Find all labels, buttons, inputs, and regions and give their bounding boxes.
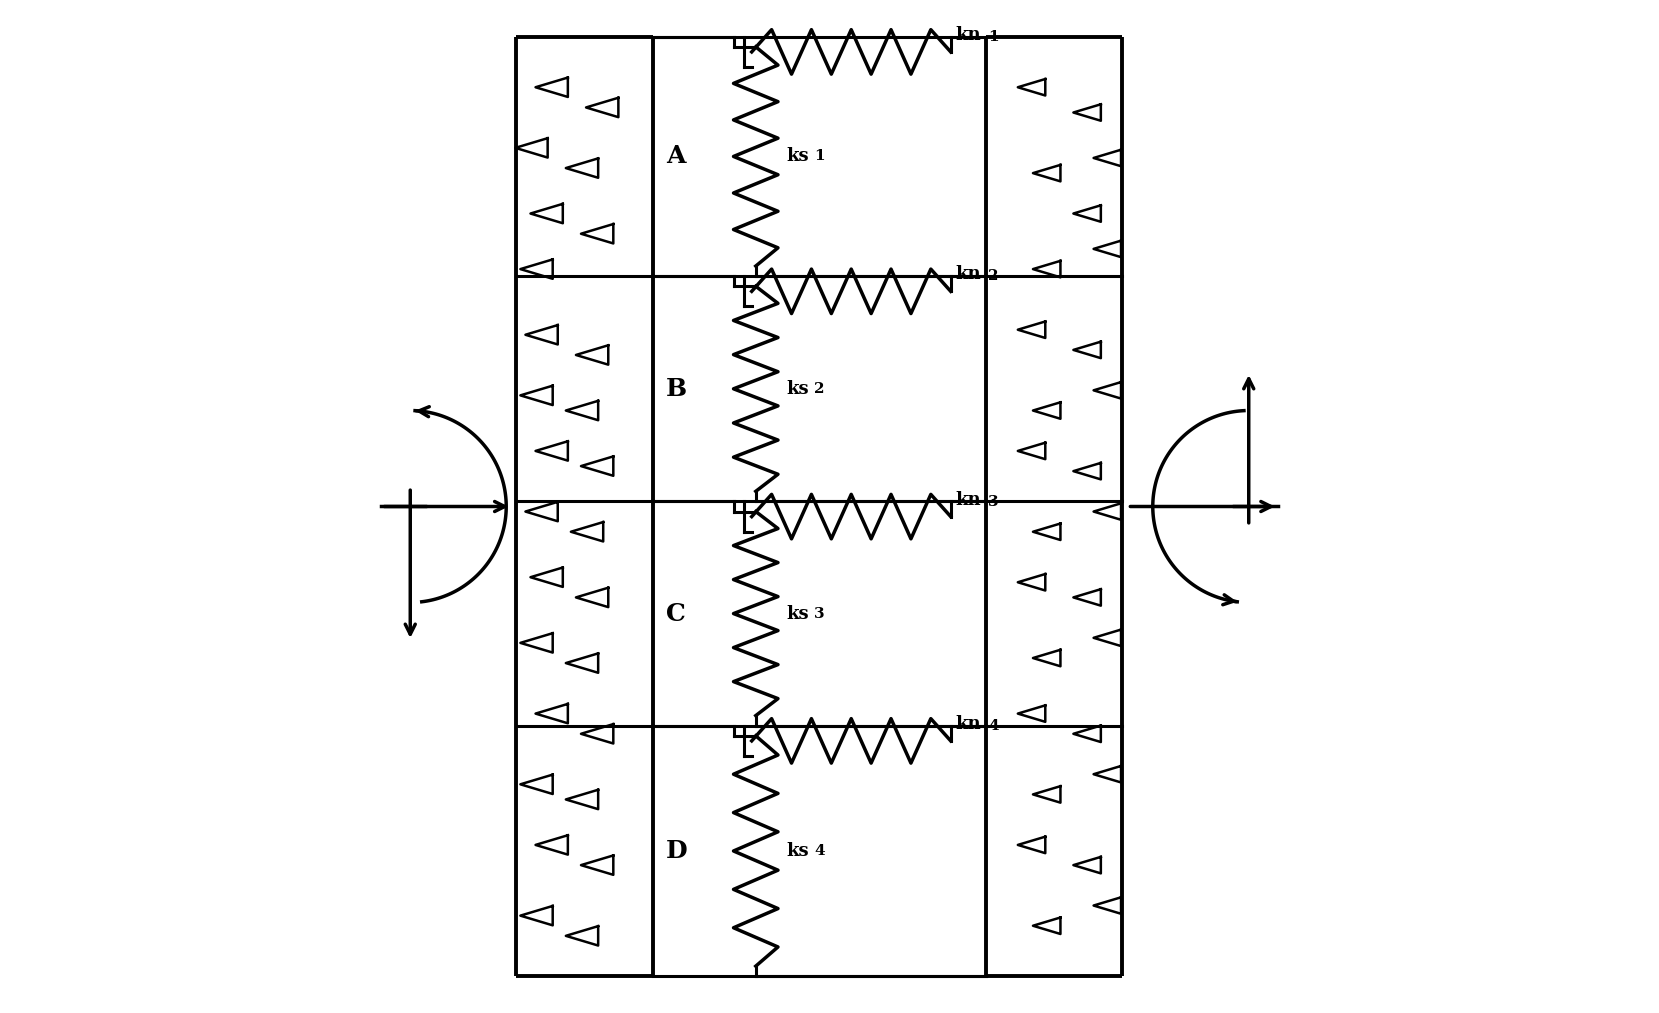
Text: ks: ks	[786, 605, 808, 623]
Text: 2: 2	[989, 269, 999, 284]
Text: 2: 2	[815, 382, 825, 396]
Text: 3: 3	[815, 607, 825, 621]
Text: kn: kn	[956, 715, 982, 732]
Text: B: B	[665, 377, 687, 401]
Text: A: A	[665, 145, 685, 168]
Text: 4: 4	[989, 719, 999, 732]
Text: ks: ks	[786, 380, 808, 398]
Text: kn: kn	[956, 25, 982, 44]
Text: ks: ks	[786, 842, 808, 860]
Text: 1: 1	[989, 29, 999, 44]
Text: kn: kn	[956, 265, 982, 284]
Text: D: D	[665, 839, 687, 863]
Text: C: C	[665, 602, 685, 626]
Text: ks: ks	[786, 148, 808, 165]
Text: 3: 3	[989, 494, 999, 509]
Text: kn: kn	[956, 490, 982, 509]
Text: 1: 1	[815, 150, 825, 163]
Text: 4: 4	[815, 844, 825, 858]
